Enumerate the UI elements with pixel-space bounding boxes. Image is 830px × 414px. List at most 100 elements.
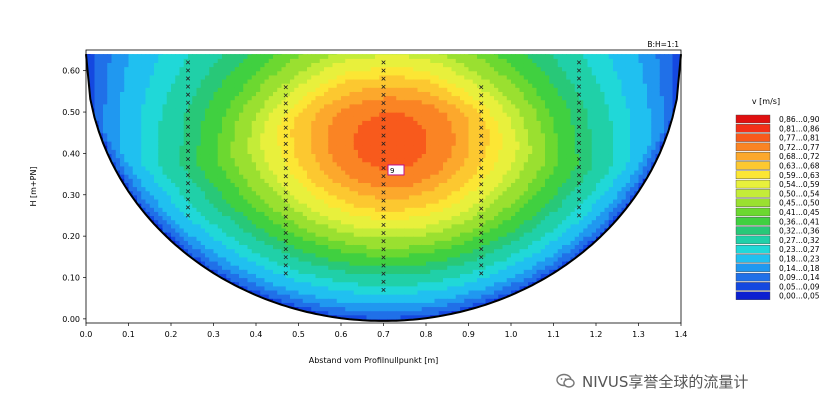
heatmap-cell bbox=[281, 116, 287, 121]
heatmap-cell bbox=[205, 165, 210, 171]
heatmap-cell bbox=[307, 120, 312, 126]
heatmap-cell bbox=[141, 203, 147, 208]
heatmap-cell bbox=[243, 281, 249, 287]
heatmap-cell bbox=[358, 227, 363, 233]
heatmap-cell bbox=[319, 227, 325, 233]
heatmap-cell bbox=[111, 83, 117, 88]
heatmap-cell bbox=[166, 124, 172, 130]
heatmap-cell bbox=[400, 269, 406, 274]
heatmap-cell bbox=[281, 161, 287, 167]
heatmap-cell bbox=[311, 244, 317, 250]
heatmap-cell bbox=[200, 260, 206, 266]
heatmap-cell bbox=[370, 58, 376, 64]
heatmap-cell bbox=[400, 260, 406, 266]
heatmap-cell bbox=[311, 198, 317, 204]
heatmap-cell bbox=[353, 54, 359, 59]
heatmap-cell bbox=[290, 107, 295, 113]
heatmap-cell bbox=[298, 302, 304, 308]
heatmap-cell bbox=[273, 66, 278, 72]
heatmap-cell bbox=[345, 194, 351, 200]
heatmap-cell bbox=[307, 236, 312, 241]
heatmap-cell bbox=[268, 273, 274, 279]
heatmap-cell bbox=[324, 124, 329, 130]
heatmap-cell bbox=[234, 273, 240, 279]
heatmap-cell bbox=[307, 62, 312, 68]
heatmap-cell bbox=[277, 198, 283, 204]
heatmap-cell bbox=[154, 136, 159, 142]
heatmap-cell bbox=[290, 66, 295, 72]
heatmap-cell bbox=[256, 203, 261, 208]
heatmap-cell bbox=[315, 66, 321, 72]
heatmap-cell bbox=[124, 58, 130, 64]
heatmap-cell bbox=[200, 215, 206, 221]
heatmap-cell bbox=[387, 120, 393, 126]
heatmap-cell bbox=[328, 260, 334, 266]
heatmap-cell bbox=[336, 302, 342, 308]
heatmap-cell bbox=[311, 149, 317, 155]
heatmap-cell bbox=[94, 58, 100, 64]
heatmap-cell bbox=[353, 116, 359, 121]
heatmap-cell bbox=[171, 190, 176, 196]
heatmap-cell bbox=[239, 95, 244, 101]
heatmap-cell bbox=[392, 223, 397, 229]
heatmap-cell bbox=[158, 203, 164, 208]
heatmap-cell bbox=[302, 182, 308, 188]
heatmap-cell bbox=[273, 74, 278, 80]
heatmap-cell bbox=[307, 91, 312, 97]
heatmap-cell bbox=[273, 58, 278, 64]
heatmap-cell bbox=[285, 83, 291, 88]
heatmap-cell bbox=[209, 116, 215, 121]
heatmap-cell bbox=[217, 112, 223, 117]
heatmap-cell bbox=[362, 203, 368, 208]
heatmap-cell bbox=[370, 54, 376, 55]
heatmap-cell bbox=[205, 132, 210, 138]
heatmap-cell bbox=[302, 174, 308, 179]
heatmap-cell bbox=[141, 83, 147, 88]
heatmap-cell bbox=[243, 211, 249, 217]
heatmap-cell bbox=[141, 74, 147, 80]
heatmap-cell bbox=[336, 298, 342, 303]
heatmap-cell bbox=[209, 107, 215, 113]
heatmap-cell bbox=[234, 182, 240, 188]
heatmap-cell bbox=[353, 207, 359, 212]
heatmap-cell bbox=[183, 198, 189, 204]
heatmap-cell bbox=[370, 78, 376, 84]
heatmap-cell bbox=[196, 149, 202, 155]
heatmap-cell bbox=[247, 66, 253, 72]
heatmap-cell bbox=[277, 132, 283, 138]
heatmap-cell bbox=[383, 91, 389, 97]
heatmap-cell bbox=[345, 273, 351, 279]
heatmap-cell bbox=[302, 91, 308, 97]
heatmap-cell bbox=[349, 244, 355, 250]
heatmap-cell bbox=[273, 161, 278, 167]
heatmap-cell bbox=[239, 223, 244, 229]
heatmap-cell bbox=[175, 87, 181, 92]
heatmap-cell bbox=[243, 58, 249, 64]
heatmap-cell bbox=[396, 66, 402, 72]
heatmap-cell bbox=[400, 232, 406, 237]
heatmap-cell bbox=[315, 269, 321, 274]
heatmap-cell bbox=[353, 294, 359, 299]
heatmap-cell bbox=[285, 190, 291, 196]
heatmap-cell bbox=[230, 236, 236, 241]
heatmap-cell bbox=[396, 223, 402, 229]
heatmap-cell bbox=[137, 62, 142, 68]
heatmap-cell bbox=[188, 91, 193, 97]
heatmap-cell bbox=[375, 207, 380, 212]
heatmap-cell bbox=[362, 186, 368, 192]
heatmap-cell bbox=[277, 169, 283, 175]
heatmap-cell bbox=[349, 99, 355, 105]
heatmap-cell bbox=[307, 70, 312, 76]
heatmap-cell bbox=[234, 124, 240, 130]
heatmap-cell bbox=[196, 256, 202, 262]
heatmap-cell bbox=[379, 87, 385, 92]
heatmap-cell bbox=[171, 95, 176, 101]
heatmap-cell bbox=[366, 145, 372, 150]
heatmap-cell bbox=[370, 203, 376, 208]
heatmap-cell bbox=[324, 116, 329, 121]
heatmap-cell bbox=[379, 306, 385, 312]
heatmap-cell bbox=[103, 124, 108, 130]
heatmap-cell bbox=[213, 128, 219, 134]
heatmap-cell bbox=[362, 182, 368, 188]
heatmap-cell bbox=[307, 298, 312, 303]
